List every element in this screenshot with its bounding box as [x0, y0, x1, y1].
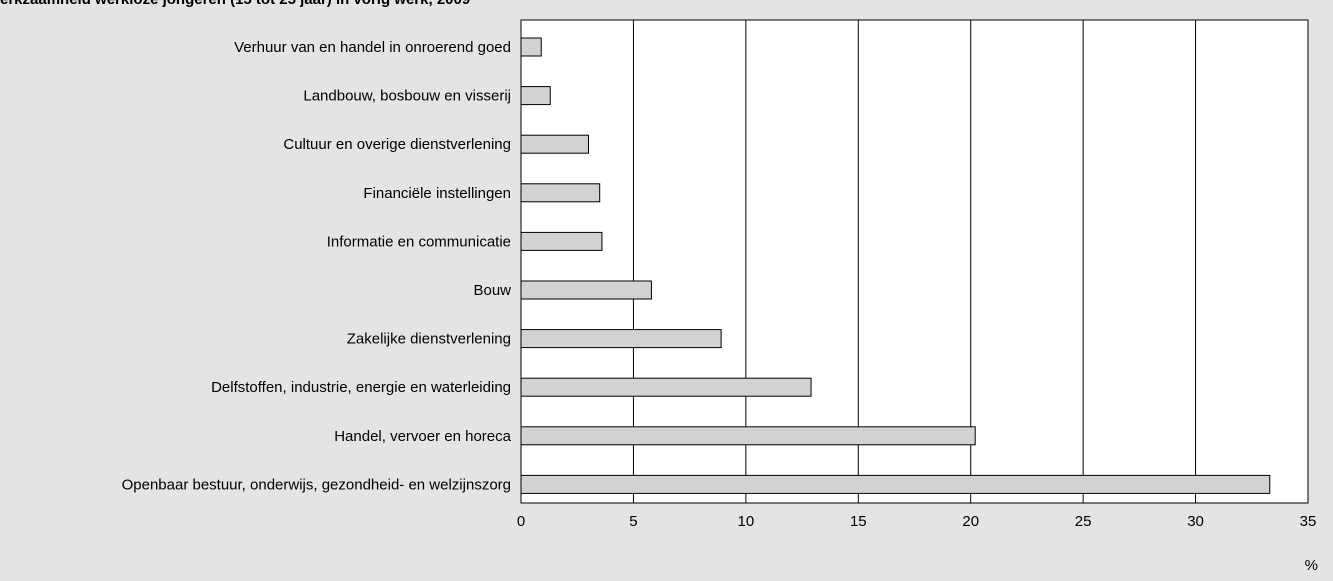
x-tick-label-10: 10: [738, 513, 755, 530]
plot-area: [520, 19, 1309, 504]
category-label-0: Verhuur van en handel in onroerend goed: [234, 39, 511, 56]
x-axis-ticks: 0 5 10 15 20 25 30 35: [517, 513, 1317, 530]
category-labels: Verhuur van en handel in onroerend goed L…: [122, 39, 512, 493]
x-axis-unit-label: %: [1305, 557, 1318, 574]
bars: [520, 37, 1271, 494]
category-label-1: Landbouw, bosbouw en visserij: [303, 88, 511, 105]
category-label-3: Financiële instellingen: [363, 185, 511, 202]
x-tick-label-20: 20: [962, 513, 979, 530]
x-tick-label-30: 30: [1187, 513, 1204, 530]
x-tick-label-0: 0: [517, 513, 525, 530]
grid-lines: [632, 20, 1197, 503]
category-label-5: Bouw: [473, 282, 511, 299]
bar-7: [520, 377, 812, 397]
category-label-8: Handel, vervoer en horeca: [334, 428, 511, 445]
category-label-7: Delfstoffen, industrie, energie en water…: [211, 379, 511, 396]
x-tick-label-15: 15: [850, 513, 867, 530]
bar-6: [520, 329, 722, 349]
x-tick-label-25: 25: [1075, 513, 1092, 530]
category-label-2: Cultuur en overige dienstverlening: [283, 136, 511, 153]
bar-1: [520, 86, 551, 106]
bar-9: [520, 474, 1271, 494]
category-label-4: Informatie en communicatie: [327, 233, 511, 250]
chart-title: erkzaamheid werkloze jongeren (15 tot 25…: [0, 0, 1333, 8]
category-label-6: Zakelijke dienstverlening: [347, 331, 511, 348]
x-tick-label-35: 35: [1300, 513, 1317, 530]
bar-0: [520, 37, 542, 57]
bar-4: [520, 231, 603, 251]
x-tick-label-5: 5: [629, 513, 637, 530]
bar-8: [520, 426, 976, 446]
bar-2: [520, 134, 589, 154]
bar-5: [520, 280, 652, 300]
category-label-9: Openbaar bestuur, onderwijs, gezondheid-…: [122, 476, 511, 493]
bar-3: [520, 183, 601, 203]
